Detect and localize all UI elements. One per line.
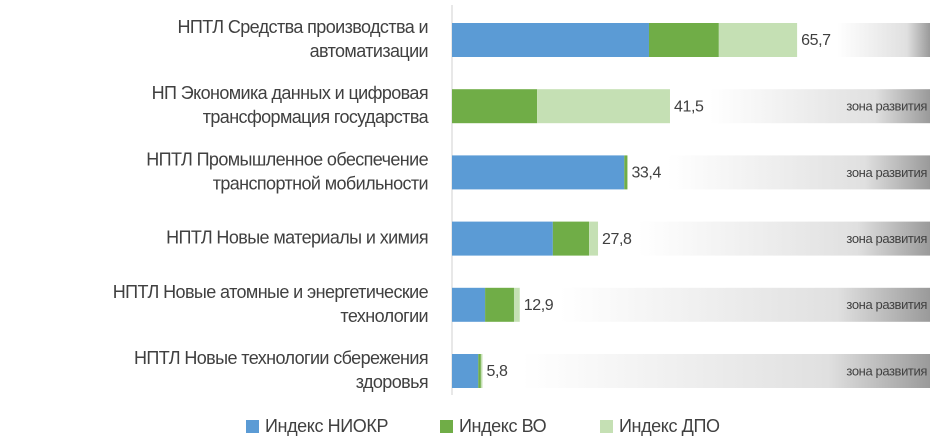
category-label: НПТЛ Новые материалы и химия	[166, 227, 428, 247]
category-label: НП Экономика данных и цифровая трансформа…	[152, 83, 430, 127]
bar-segment	[478, 354, 481, 388]
bar-segment	[589, 221, 599, 256]
zone-label: зона развития	[846, 165, 927, 180]
zone-label: зона развития	[846, 99, 927, 114]
bar-segment	[452, 221, 553, 256]
bar-segment	[452, 23, 649, 57]
category-label: НПТЛ Новые атомные и энергетические техно…	[113, 282, 429, 326]
total-label: 65,7	[801, 32, 831, 49]
legend-swatch	[246, 420, 259, 433]
development-zone	[638, 221, 930, 256]
bar-segment	[513, 287, 520, 322]
bar-segment	[452, 354, 479, 388]
bar-segment	[537, 89, 670, 124]
total-label: 27,8	[602, 231, 632, 248]
bar-segment	[485, 287, 514, 322]
zone-label: зона развития	[846, 231, 927, 246]
total-label: 5,8	[486, 363, 508, 380]
development-zone	[522, 354, 930, 388]
legend-label: Индекс ДПО	[619, 416, 720, 436]
bar-segment	[624, 155, 628, 190]
legend-label: Индекс НИОКР	[265, 416, 388, 436]
development-zone	[709, 89, 930, 124]
total-label: 12,9	[524, 297, 554, 314]
total-label: 41,5	[674, 98, 704, 115]
development-zone	[667, 155, 930, 190]
development-zone	[559, 287, 930, 322]
bar-segment	[452, 89, 538, 124]
zone-label: зона развития	[846, 363, 927, 378]
bar-segment	[452, 155, 625, 190]
total-label: 33,4	[631, 165, 661, 182]
bar-segment	[452, 287, 486, 322]
bar-segment	[480, 354, 483, 388]
category-label: НПТЛ Средства производства и автоматизаци…	[177, 17, 428, 61]
legend-swatch	[600, 420, 613, 433]
bar-segment	[552, 221, 590, 256]
bar-segment	[718, 23, 798, 57]
zone-label: зона развития	[846, 297, 927, 312]
category-label: НПТЛ Новые технологии сбережения здоровья	[134, 348, 428, 392]
category-label: НПТЛ Промышленное обеспечение транспортно…	[146, 149, 428, 193]
development-zone	[837, 23, 930, 57]
bar-segment	[648, 23, 719, 57]
legend-label: Индекс ВО	[459, 416, 547, 436]
legend-swatch	[440, 420, 453, 433]
